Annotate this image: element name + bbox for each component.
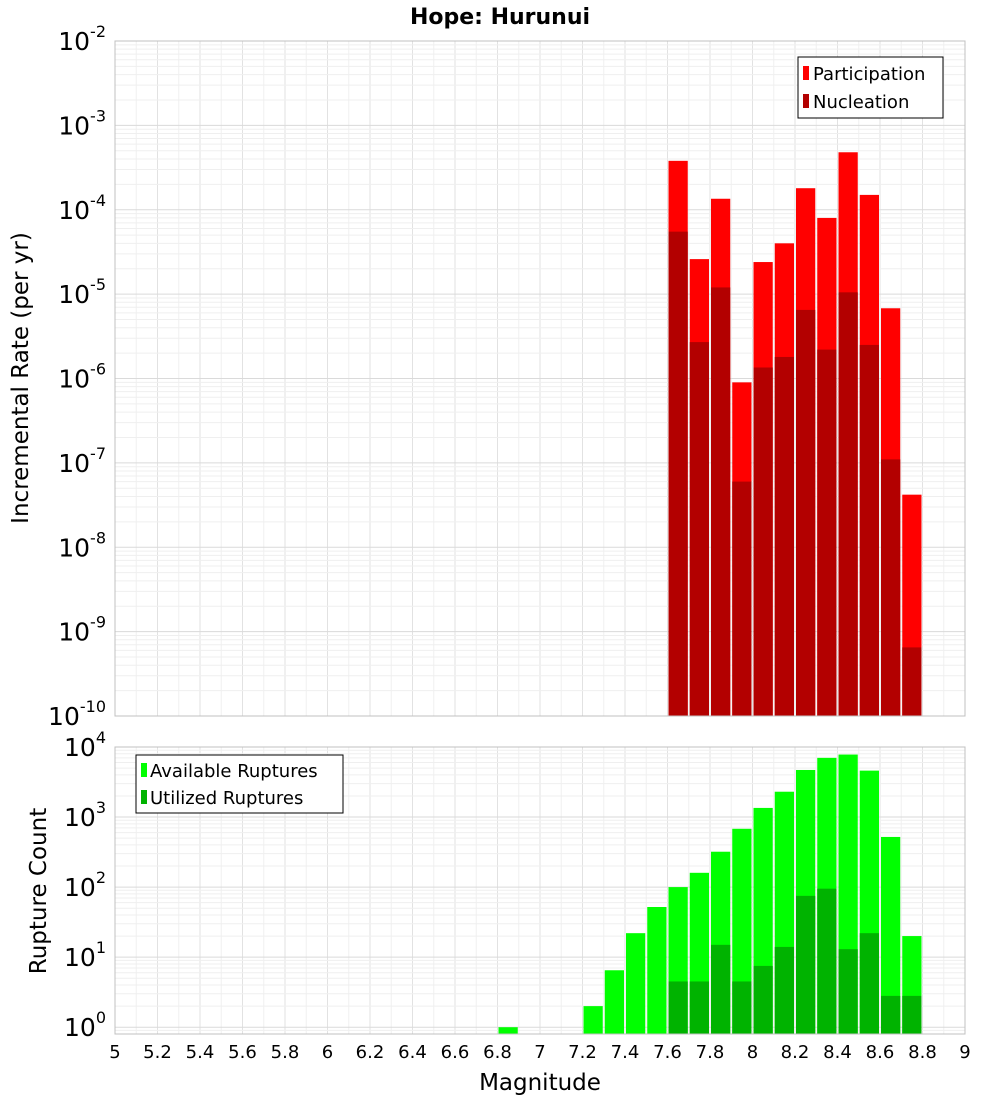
x-tick-label: 6.6 bbox=[441, 1042, 470, 1063]
top-y-ticks: 10-10 10-9 10-8 10-7 10-6 10-5 10-4 10-3 10-2 bbox=[48, 22, 106, 731]
top-grid bbox=[114, 41, 966, 717]
x-ticks: 5 5.2 5.4 5.6 5.8 6 6.2 6.4 6.6 6.8 7 7.2 7.4 7.6 7.8 8… bbox=[109, 1042, 970, 1063]
x-axis-label: Magnitude bbox=[479, 1070, 601, 1096]
x-tick-label: 7.2 bbox=[568, 1042, 597, 1063]
bottom-bar-s1 bbox=[604, 970, 624, 1034]
bottom-bar-s1 bbox=[647, 907, 667, 1034]
bottom-bar-s2 bbox=[668, 981, 688, 1034]
legend-swatch-nucleation bbox=[803, 94, 809, 108]
bottom-y-tick-label: 104 bbox=[64, 728, 106, 762]
x-tick-label: 8.4 bbox=[823, 1042, 852, 1063]
bottom-legend-box bbox=[135, 754, 344, 814]
top-y-tick-label: 10-4 bbox=[58, 191, 106, 225]
bottom-bar-s2 bbox=[881, 995, 901, 1034]
legend-swatch-available bbox=[141, 763, 147, 777]
top-y-tick-label: 10-3 bbox=[58, 106, 106, 140]
bottom-bar-s2 bbox=[732, 981, 752, 1034]
x-tick-label: 6 bbox=[322, 1042, 333, 1063]
top-y-tick-label: 10-8 bbox=[58, 528, 106, 562]
bottom-bar-s2 bbox=[753, 965, 773, 1034]
x-tick-label: 8.2 bbox=[781, 1042, 810, 1063]
bottom-panel: 100 101 102 103 104 5 5.2 5.4 5.6 5.8 6 6.2 6.4 6.6 6… bbox=[26, 728, 971, 1096]
legend-swatch-participation bbox=[803, 66, 809, 80]
legend-swatch-utilized bbox=[141, 790, 147, 804]
top-y-tick-label: 10-5 bbox=[58, 275, 106, 309]
top-y-axis-label: Incremental Rate (per yr) bbox=[8, 232, 34, 524]
bottom-y-tick-label: 103 bbox=[64, 798, 106, 832]
bottom-bar-s2 bbox=[774, 946, 794, 1034]
top-y-tick-label: 10-9 bbox=[58, 613, 106, 647]
top-panel: 10-10 10-9 10-8 10-7 10-6 10-5 10-4 10-3 10-2 In… bbox=[8, 22, 966, 731]
x-tick-label: 5 bbox=[109, 1042, 120, 1063]
bottom-y-tick-label: 100 bbox=[64, 1008, 106, 1042]
x-tick-label: 9 bbox=[959, 1042, 970, 1063]
x-tick-label: 5.8 bbox=[271, 1042, 300, 1063]
top-bar-s2 bbox=[881, 459, 901, 716]
x-tick-label: 6.4 bbox=[398, 1042, 427, 1063]
top-bar-s2 bbox=[838, 292, 858, 716]
x-tick-label: 7.8 bbox=[696, 1042, 725, 1063]
top-plot-border bbox=[114, 40, 966, 717]
legend-label-participation: Participation bbox=[813, 64, 925, 85]
bottom-bar-s2 bbox=[859, 933, 879, 1034]
bottom-bar-s1 bbox=[881, 836, 901, 1034]
bottom-y-tick-label: 101 bbox=[64, 938, 106, 972]
x-tick-label: 8.6 bbox=[866, 1042, 895, 1063]
chart-title: Hope: Hurunui bbox=[410, 5, 590, 30]
top-bars bbox=[668, 152, 922, 717]
x-tick-label: 8 bbox=[747, 1042, 758, 1063]
bottom-bars bbox=[498, 754, 922, 1034]
x-tick-label: 5.4 bbox=[186, 1042, 215, 1063]
top-bar-s2 bbox=[753, 367, 773, 716]
top-bar-s2 bbox=[902, 647, 922, 716]
top-y-tick-label: 10-10 bbox=[48, 697, 106, 731]
bottom-bar-s1 bbox=[583, 1006, 603, 1034]
top-y-tick-label: 10-2 bbox=[58, 22, 106, 56]
x-tick-label: 6.8 bbox=[483, 1042, 512, 1063]
bottom-bar-s2 bbox=[796, 895, 816, 1034]
bottom-bar-s2 bbox=[689, 981, 709, 1034]
bottom-bar-s2 bbox=[817, 888, 837, 1034]
bottom-y-ticks: 100 101 102 103 104 bbox=[64, 728, 106, 1042]
legend-label-utilized: Utilized Ruptures bbox=[150, 788, 303, 809]
x-tick-label: 8.8 bbox=[908, 1042, 937, 1063]
x-tick-label: 7.4 bbox=[611, 1042, 640, 1063]
bottom-bar-s2 bbox=[902, 995, 922, 1034]
top-bar-s2 bbox=[817, 349, 837, 716]
top-y-tick-label: 10-6 bbox=[58, 360, 106, 394]
legend-label-available: Available Ruptures bbox=[150, 761, 318, 782]
top-legend-box bbox=[797, 56, 944, 119]
x-tick-label: 5.2 bbox=[143, 1042, 172, 1063]
top-bar-s2 bbox=[796, 309, 816, 716]
top-bar-s2 bbox=[732, 481, 752, 716]
bottom-bar-s2 bbox=[838, 949, 858, 1034]
x-tick-label: 7 bbox=[534, 1042, 545, 1063]
top-bar-s2 bbox=[668, 231, 688, 716]
bottom-plot-border bbox=[114, 746, 966, 1035]
top-bar-s2 bbox=[774, 356, 794, 716]
bottom-y-axis-label: Rupture Count bbox=[26, 808, 52, 974]
top-bar-s2 bbox=[711, 287, 731, 716]
bottom-y-tick-label: 102 bbox=[64, 868, 106, 902]
top-y-tick-label: 10-7 bbox=[58, 444, 106, 478]
x-tick-label: 6.2 bbox=[356, 1042, 385, 1063]
top-bar-s2 bbox=[859, 344, 879, 716]
x-tick-label: 5.6 bbox=[228, 1042, 257, 1063]
bottom-bar-s1 bbox=[626, 933, 646, 1034]
top-legend: Participation Nucleation bbox=[797, 56, 944, 119]
top-bar-s2 bbox=[689, 342, 709, 716]
bottom-bar-s1 bbox=[498, 1027, 518, 1034]
bottom-legend: Available Ruptures Utilized Ruptures bbox=[135, 754, 344, 814]
legend-label-nucleation: Nucleation bbox=[813, 92, 909, 113]
bottom-bar-s2 bbox=[711, 944, 731, 1034]
x-tick-label: 7.6 bbox=[653, 1042, 682, 1063]
